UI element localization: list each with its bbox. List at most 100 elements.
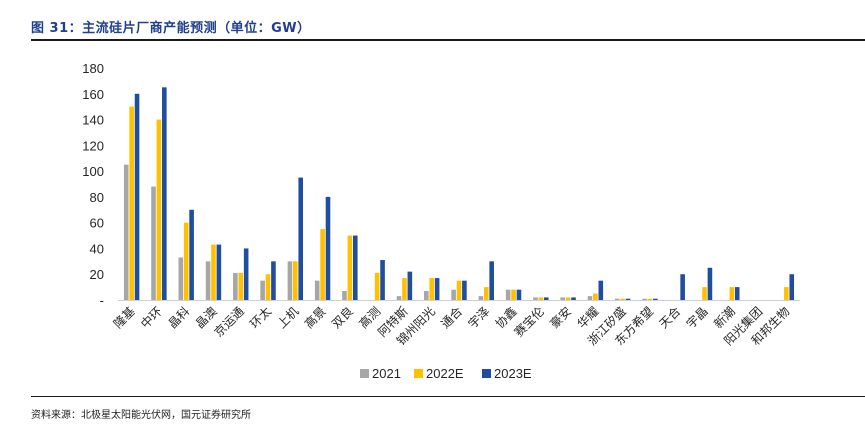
bar-2023E-赛宝伦 <box>543 297 549 300</box>
bar-2022E-环太 <box>265 274 271 300</box>
bar-2022E-高景 <box>320 229 325 300</box>
bar-2022E-豪安 <box>565 297 571 300</box>
bar-2021-通合 <box>451 289 456 300</box>
title-rule <box>31 39 865 41</box>
bar-2022E-通合 <box>456 280 462 300</box>
category-label: 双良 <box>328 304 356 332</box>
legend-swatch-2021 <box>360 369 369 378</box>
bar-2021-阿特斯 <box>396 296 402 300</box>
category-label: 中环 <box>137 304 165 332</box>
category-label: 宇晶 <box>684 304 711 331</box>
bar-2023E-宇泽 <box>489 261 494 300</box>
source-note: 资料来源：北极星太阳能光伏网，国元证券研究所 <box>31 410 251 421</box>
bar-2022E-和邦生物 <box>784 287 789 300</box>
bar-2021-晶澳 <box>205 261 211 300</box>
bar-2022E-新潮 <box>729 287 735 300</box>
category-label: 隆基 <box>110 304 138 332</box>
bar-2023E-东方希望 <box>653 298 658 300</box>
legend-label-2021: 2021 <box>372 366 401 381</box>
bar-2023E-中环 <box>162 87 167 300</box>
bar-2022E-高测 <box>374 272 380 300</box>
y-tick-label: 20 <box>90 267 104 282</box>
bar-2022E-华耀 <box>593 293 598 300</box>
bar-2022E-中环 <box>156 119 162 300</box>
y-tick-label: 100 <box>82 164 104 179</box>
bar-2022E-双良 <box>347 235 353 300</box>
bar-2023E-阿特斯 <box>407 271 413 300</box>
category-label: 高景 <box>301 304 329 332</box>
bar-group <box>123 87 795 300</box>
y-tick-label: 80 <box>90 190 104 205</box>
bar-2022E-浙江矽盛 <box>620 298 625 300</box>
bar-2023E-隆基 <box>134 93 140 300</box>
bar-2021-环太 <box>260 280 265 300</box>
category-label: 京运通 <box>212 304 247 339</box>
bar-2021-高景 <box>314 280 320 300</box>
bar-2022E-协鑫 <box>511 289 516 300</box>
bar-2021-隆基 <box>123 164 129 300</box>
bar-2021-赛宝伦 <box>533 297 538 300</box>
bar-2022E-宇晶 <box>702 287 707 300</box>
bar-2021-宇泽 <box>478 296 484 300</box>
bar-2023E-新潮 <box>734 287 740 300</box>
category-label: 赛宝伦 <box>511 304 547 340</box>
y-tick-label: 140 <box>82 113 104 128</box>
bar-2023E-浙江矽盛 <box>625 298 631 300</box>
bar-2023E-上机 <box>298 177 304 300</box>
bar-2021-上机 <box>287 261 293 300</box>
bar-2021-锦州阳光 <box>424 290 429 300</box>
y-tick-label: 160 <box>82 87 104 102</box>
category-label: 上机 <box>275 304 302 331</box>
bar-2023E-晶科 <box>189 209 194 300</box>
bar-2022E-晶澳 <box>211 244 216 300</box>
bar-2023E-晶澳 <box>216 244 222 300</box>
bar-2021-浙江矽盛 <box>614 298 620 300</box>
bar-2023E-双良 <box>352 235 358 300</box>
bar-2022E-宇泽 <box>483 287 489 300</box>
bar-2021-协鑫 <box>505 289 511 300</box>
bar-2023E-华耀 <box>598 280 604 300</box>
bar-2023E-京运通 <box>243 248 249 300</box>
bar-2023E-高景 <box>325 196 331 300</box>
bar-2022E-赛宝伦 <box>538 297 544 300</box>
legend-label-2022E: 2022E <box>426 366 464 381</box>
bar-2022E-上机 <box>293 261 298 300</box>
bar-2021-豪安 <box>560 297 566 300</box>
y-tick-label: 120 <box>82 138 104 153</box>
category-label: 环太 <box>247 304 275 332</box>
legend-swatch-2023E <box>482 369 491 378</box>
figure-title: 图 31：主流硅片厂商产能预测（单位：GW） <box>31 21 311 36</box>
category-label: 晶科 <box>165 304 192 331</box>
bar-2021-中环 <box>151 186 156 300</box>
y-tick-label: 40 <box>90 241 104 256</box>
category-label: 豪安 <box>547 304 575 332</box>
bar-2021-华耀 <box>587 296 593 300</box>
y-axis: - 20 40 60 80 100 120 140 160 180 <box>82 61 104 308</box>
bar-2022E-东方希望 <box>647 298 653 300</box>
bar-2021-东方希望 <box>642 298 647 300</box>
legend: 2021 2022E 2023E <box>360 366 532 381</box>
category-labels: 隆基 中环 晶科 晶澳京运通 环太 上机 高景 双良 高测阿特斯锦州阳光 通合 宇泽 协鑫赛宝伦 豪安华… <box>110 304 792 349</box>
legend-swatch-2022E <box>414 369 423 378</box>
bar-2023E-宇晶 <box>707 267 713 300</box>
bar-2022E-晶科 <box>183 222 189 300</box>
bar-2023E-天合 <box>680 274 685 300</box>
y-tick-label: - <box>100 293 104 308</box>
bar-2022E-隆基 <box>129 106 134 300</box>
bar-2023E-高测 <box>380 260 385 300</box>
bar-2021-京运通 <box>233 272 238 300</box>
bar-2023E-和邦生物 <box>789 274 795 300</box>
bar-2021-双良 <box>342 290 347 300</box>
bar-2022E-京运通 <box>238 272 244 300</box>
bar-2021-晶科 <box>178 257 184 300</box>
bar-2023E-锦州阳光 <box>434 278 440 300</box>
category-label: 通合 <box>438 304 466 332</box>
bar-2023E-豪安 <box>571 297 576 300</box>
bar-2022E-锦州阳光 <box>429 278 435 300</box>
category-label: 宇泽 <box>466 304 493 331</box>
legend-label-2023E: 2023E <box>494 366 532 381</box>
y-tick-label: 180 <box>82 61 104 76</box>
bar-2023E-通合 <box>462 280 467 300</box>
source-rule <box>31 396 865 397</box>
